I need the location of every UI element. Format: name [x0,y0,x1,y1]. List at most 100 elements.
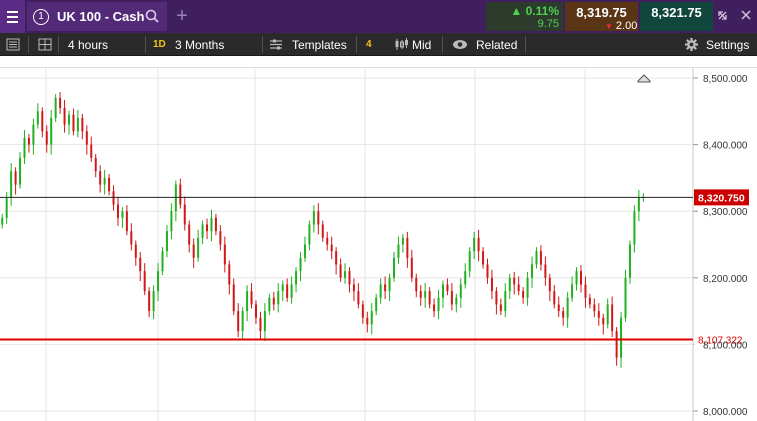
candle-body [23,137,26,158]
candle-body [410,257,413,278]
candle-body [602,317,605,325]
candle-body [419,291,422,298]
close-icon[interactable] [741,10,751,20]
buy-button[interactable]: 8,321.75 [640,2,713,31]
candle-body [553,291,556,305]
candle-body [620,317,623,358]
layout-grid-icon[interactable] [38,33,52,56]
candle-body [504,291,507,312]
candle-body [85,131,88,145]
candle-body [94,157,97,172]
scroll-latest-icon[interactable] [637,74,651,83]
candle-body [393,257,396,278]
grid [0,68,698,421]
y-tick-label: 8,400.000 [703,141,748,152]
candle-body [232,284,235,312]
candle-body [139,257,142,272]
candle-body [254,304,257,318]
window-controls [718,10,751,20]
candle-body [597,311,600,318]
candle-body [130,231,133,245]
search-icon[interactable] [145,9,159,23]
candle-body [335,251,338,265]
candle-body [566,297,569,318]
range-selector[interactable]: 3 Months [175,37,225,52]
y-tick-label: 8,500.000 [703,74,748,85]
interval-selector[interactable]: 4 hours [68,37,109,52]
y-tick-label: 8,200.000 [703,274,748,285]
candle-body [59,97,62,108]
candle-body [473,237,476,252]
instrument-selector[interactable]: 1 UK 100 - Cash [27,2,167,31]
toolbar-divider [145,36,146,53]
toolbar-divider [262,36,263,53]
sell-button[interactable]: 8,319.75 [565,2,638,31]
candle-body [415,277,418,292]
candle-body [68,114,71,125]
templates-icon[interactable] [268,33,284,56]
candle-body [526,277,529,298]
candle-body [606,304,609,325]
price-chart[interactable]: 8,107.322 8,320.750 12 May28 May9 Jun23 J… [0,68,757,421]
candle-body [165,231,168,252]
candle-body [375,297,378,312]
candle-body [148,291,151,312]
candle-body [446,284,449,292]
settings-button[interactable]: Settings [706,37,750,52]
candle-body [183,204,186,225]
candle-body [241,311,244,332]
candle-body [544,264,547,278]
menu-icon[interactable] [0,0,25,33]
candle-body [36,111,39,125]
candle-body [317,211,320,225]
eye-icon[interactable] [452,33,468,56]
candle-body [633,211,636,245]
candle-body [219,231,222,245]
candle-body [468,251,471,272]
candle-body [72,114,75,132]
candle-body [370,311,373,325]
candle-body [339,264,342,278]
candle-body [344,271,347,278]
candle-body [548,277,551,292]
candle-body [352,284,355,292]
candle-body [348,271,351,285]
candle-body [401,237,404,245]
spread-down-icon: ▼ [605,21,613,31]
templates-button[interactable]: Templates [292,37,347,52]
candle-body [272,297,275,305]
candle-body [188,224,191,245]
candle-body [81,117,84,132]
add-instrument-icon[interactable]: + [176,5,188,27]
candle-body [539,251,542,265]
change-percent: ▲ 0.11% [510,4,559,18]
gear-icon[interactable] [684,33,699,56]
list-icon[interactable] [6,33,20,56]
candle-body [143,271,146,292]
price-type-selector[interactable]: Mid [412,37,432,52]
candlestick-icon[interactable] [393,33,409,56]
candle-body [50,117,53,145]
date-axis [0,56,757,68]
candle-body [263,311,266,332]
candle-body [246,291,249,312]
overlays: 8,107.322 8,320.750 [0,74,749,347]
spread-value: 2.00 [615,20,638,32]
candle-body [459,284,462,298]
expand-icon[interactable] [718,11,727,20]
candle-body [179,184,182,205]
current-price-label-box [694,189,749,206]
candle-body [637,197,640,212]
related-button[interactable]: Related [476,37,518,52]
candle-body [170,211,173,232]
instrument-name: UK 100 - Cash [57,9,145,24]
candle-body [228,264,231,285]
price-change: ▲ 0.11% 9.75 [486,2,563,31]
candle-body [379,284,382,298]
candle-body [321,224,324,238]
candle-body [19,157,22,185]
candle-body [486,264,489,278]
candle-body [464,271,467,285]
candle-body [303,244,306,258]
candle-body [624,277,627,318]
